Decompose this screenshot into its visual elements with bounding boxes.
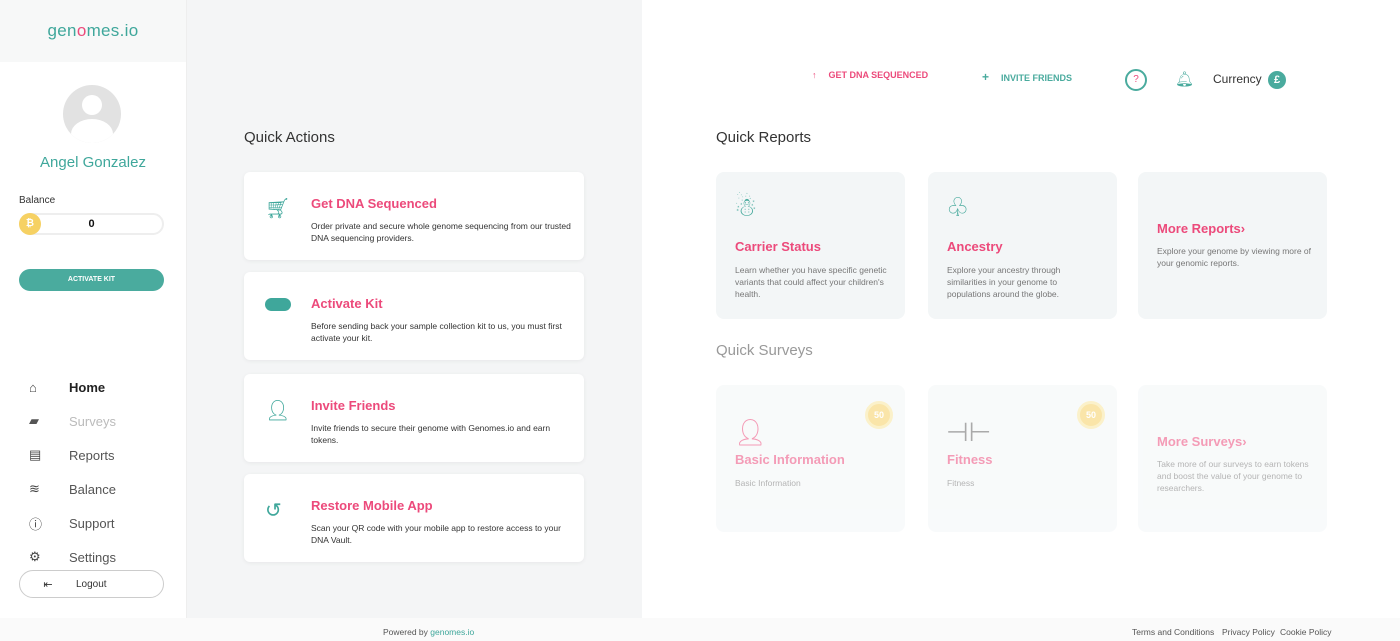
logout-icon: ⇤: [43, 578, 53, 591]
bell-icon[interactable]: 🔔︎: [1175, 71, 1195, 88]
plus-icon: +: [982, 70, 990, 84]
survey-basic-information[interactable]: 👤︎ 50 Basic Information Basic Information: [716, 385, 905, 532]
privacy-link[interactable]: Privacy Policy: [1222, 627, 1275, 637]
toggle-icon: [265, 298, 291, 311]
quick-action-restore-app[interactable]: ↺ Restore Mobile App Scan your QR code wit…: [244, 474, 584, 562]
arrow-up-icon: ↑: [812, 70, 817, 80]
sidebar-item-balance[interactable]: ≋ Balance: [29, 481, 116, 497]
get-dna-link[interactable]: ↑ GET DNA SEQUENCED: [812, 70, 929, 80]
quick-action-get-dna[interactable]: 🛒︎ Get DNA Sequenced Order private and sec…: [244, 172, 584, 260]
carrier-icon: ☃︎: [734, 192, 758, 222]
sidebar-item-surveys[interactable]: ▰ Surveys: [29, 413, 116, 429]
avatar[interactable]: [63, 85, 121, 143]
currency-button[interactable]: £: [1268, 71, 1286, 89]
home-icon: ⌂: [29, 379, 37, 395]
cookie-link[interactable]: Cookie Policy: [1280, 627, 1332, 637]
gear-icon: ⚙: [29, 549, 41, 564]
dumbbell-icon: ⊣⊢: [946, 417, 992, 447]
logout-button[interactable]: ⇤ Logout: [19, 570, 164, 598]
sidebar-item-support[interactable]: ⓘ Support: [29, 515, 115, 532]
reward-badge: 50: [1077, 401, 1105, 429]
person-info-icon: 👤︎: [734, 417, 768, 447]
report-ancestry[interactable]: ♧ Ancestry Explore your ancestry through s…: [928, 172, 1117, 319]
balance-label: Balance: [19, 195, 56, 206]
genomes-link[interactable]: genomes.io: [430, 627, 475, 637]
token-coin-icon: ₿: [19, 213, 41, 235]
survey-fitness[interactable]: ⊣⊢ 50 Fitness Fitness: [928, 385, 1117, 532]
sidebar-item-reports[interactable]: ▤ Reports: [29, 447, 115, 463]
activate-kit-button[interactable]: ACTIVATE KIT: [19, 269, 164, 291]
quick-actions-title: Quick Actions: [244, 129, 335, 146]
footer: Powered by genomes.io Terms and Conditio…: [0, 618, 1400, 641]
quick-action-invite-friends[interactable]: 👤︎ Invite Friends Invite friends to secure…: [244, 374, 584, 462]
terms-link[interactable]: Terms and Conditions: [1132, 627, 1215, 637]
more-surveys-card[interactable]: More Surveys› Take more of our surveys to…: [1138, 385, 1327, 532]
balance-field: ₿ 0: [19, 213, 164, 235]
invite-friends-link[interactable]: + INVITE FRIENDS: [982, 70, 1073, 84]
currency-label: Currency: [1213, 72, 1262, 86]
reward-badge: 50: [865, 401, 893, 429]
more-reports-card[interactable]: More Reports› Explore your genome by view…: [1138, 172, 1327, 319]
family-tree-icon: ♧: [946, 192, 970, 222]
info-icon: ⓘ: [29, 516, 43, 532]
sidebar-item-settings[interactable]: ⚙ Settings: [29, 549, 116, 565]
logo[interactable]: gen o mes.io: [0, 0, 186, 62]
sidebar-item-home[interactable]: ⌂ Home: [29, 379, 106, 395]
report-carrier-status[interactable]: ☃︎ Carrier Status Learn whether you have s…: [716, 172, 905, 319]
sidebar-nav: ⌂ Home ▰ Surveys ▤ Reports ≋ Balance ⓘ Suppor…: [29, 370, 116, 574]
invite-icon: 👤︎: [265, 400, 291, 422]
database-icon: ≋: [29, 481, 40, 496]
quick-action-activate-kit[interactable]: Activate Kit Before sending back your sam…: [244, 272, 584, 360]
sidebar: gen o mes.io Angel Gonzalez Balance ₿ 0 ACT…: [0, 0, 187, 641]
chat-icon: ▰: [29, 413, 39, 428]
document-icon: ▤: [29, 447, 42, 462]
user-name: Angel Gonzalez: [40, 154, 146, 171]
quick-reports-title: Quick Reports: [716, 129, 812, 146]
help-button[interactable]: ?: [1125, 69, 1147, 91]
restore-icon: ↺: [265, 500, 282, 522]
quick-surveys-title: Quick Surveys: [716, 342, 813, 359]
cart-icon: 🛒︎: [265, 198, 291, 220]
